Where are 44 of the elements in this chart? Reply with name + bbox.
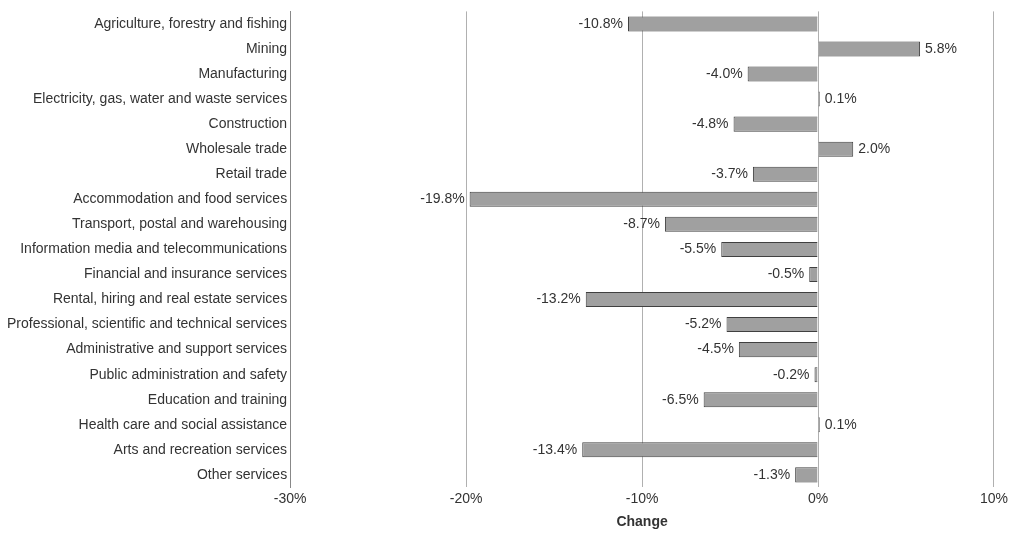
data-label: -5.2% bbox=[684, 315, 722, 332]
x-tick-label: 10% bbox=[979, 489, 1009, 506]
y-tick-label: Information media and telecommunications bbox=[20, 240, 288, 257]
y-tick-label: Transport, postal and warehousing bbox=[72, 215, 288, 232]
data-label: -10.8% bbox=[578, 14, 623, 31]
data-label: 0.1% bbox=[824, 89, 857, 106]
data-label: -0.5% bbox=[767, 265, 805, 282]
y-tick-label: Agriculture, forestry and fishing bbox=[94, 14, 288, 31]
data-label: -1.3% bbox=[753, 465, 791, 482]
y-tick-label: Health care and social assistance bbox=[78, 415, 288, 432]
y-tick-label: Mining bbox=[245, 39, 288, 56]
data-label: -4.0% bbox=[706, 64, 743, 81]
y-tick-label: Public administration and safety bbox=[89, 365, 288, 382]
y-tick-label: Arts and recreation services bbox=[113, 440, 288, 457]
data-label: -13.2% bbox=[536, 290, 581, 307]
y-tick-label: Financial and insurance services bbox=[84, 265, 288, 282]
data-label: -0.2% bbox=[772, 365, 810, 382]
data-label: 5.8% bbox=[925, 39, 958, 56]
x-axis-title: Change bbox=[616, 513, 668, 530]
y-tick-label: Electricity, gas, water and waste services bbox=[32, 89, 288, 106]
y-tick-label: Other services bbox=[196, 465, 288, 482]
x-tick-label: -10% bbox=[625, 489, 659, 506]
y-tick-label: Professional, scientific and technical services bbox=[6, 315, 288, 332]
y-tick-label: Rental, hiring and real estate services bbox=[52, 290, 288, 307]
y-tick-label: Accommodation and food services bbox=[73, 190, 288, 207]
x-tick-label: -20% bbox=[449, 489, 483, 506]
x-tick-label: 0% bbox=[807, 489, 829, 506]
x-tick-label: -30% bbox=[273, 489, 307, 506]
data-label: -13.4% bbox=[532, 440, 578, 457]
data-label: -5.5% bbox=[679, 240, 717, 257]
y-tick-label: Retail trade bbox=[215, 165, 288, 182]
data-label: -8.7% bbox=[623, 215, 660, 232]
y-tick-label: Wholesale trade bbox=[185, 140, 288, 157]
y-tick-label: Manufacturing bbox=[198, 64, 288, 81]
y-tick-label: Construction bbox=[208, 115, 288, 131]
data-label: -4.5% bbox=[697, 340, 734, 357]
data-label: 2.0% bbox=[858, 140, 891, 157]
y-tick-label: Administrative and support services bbox=[66, 340, 288, 357]
data-label: -3.7% bbox=[711, 165, 748, 182]
y-tick-label: Education and training bbox=[147, 390, 288, 407]
data-label: 0.1% bbox=[824, 415, 857, 432]
data-label: -4.8% bbox=[691, 115, 729, 131]
data-label: -6.5% bbox=[662, 390, 699, 407]
data-label: -19.8% bbox=[420, 190, 465, 207]
